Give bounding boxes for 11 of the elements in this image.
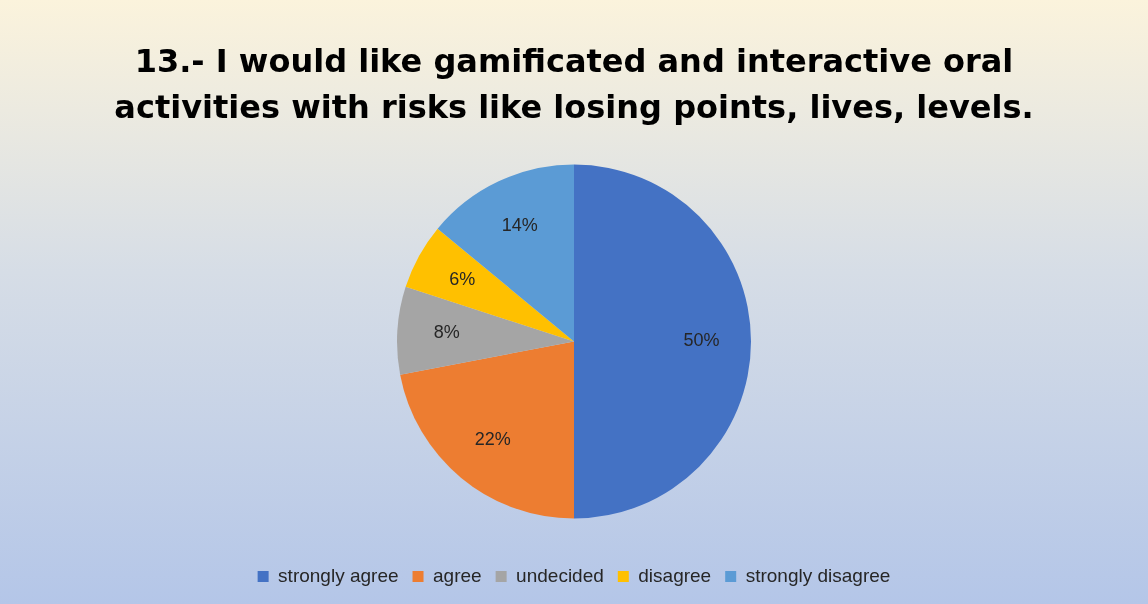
legend-label: undecided	[516, 564, 604, 586]
legend-label: disagree	[638, 564, 712, 586]
data-label: 14%	[501, 215, 538, 236]
legend-label: strongly disagree	[745, 564, 891, 586]
legend-label: strongly agree	[278, 564, 399, 586]
legend-label: agree	[433, 564, 482, 586]
data-label: 22%	[474, 428, 511, 449]
data-label: 6%	[449, 269, 476, 290]
data-label: 8%	[433, 322, 460, 343]
data-label: 50%	[683, 330, 720, 351]
chart-title: 13.- I would like gamificated and interactive oral activities with risks like losing points, lives, levels.	[113, 41, 1035, 128]
